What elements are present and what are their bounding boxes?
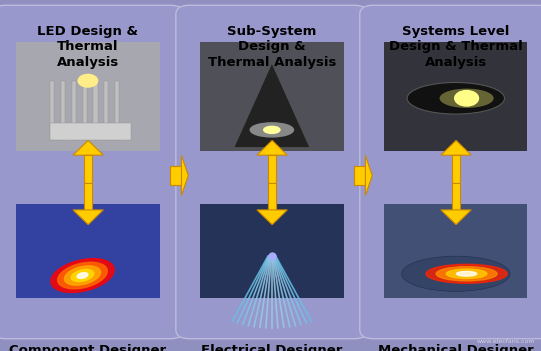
- Text: Electrical Designer: Electrical Designer: [201, 344, 342, 351]
- FancyBboxPatch shape: [200, 204, 344, 298]
- Polygon shape: [365, 155, 372, 196]
- Polygon shape: [441, 210, 471, 225]
- Bar: [104, 81, 108, 140]
- Text: Sub-System
Design &
Thermal Analysis: Sub-System Design & Thermal Analysis: [208, 25, 336, 68]
- FancyBboxPatch shape: [384, 204, 527, 298]
- FancyBboxPatch shape: [384, 42, 527, 151]
- Ellipse shape: [457, 271, 477, 276]
- Ellipse shape: [77, 273, 88, 278]
- Ellipse shape: [58, 262, 107, 289]
- Text: Component Designer: Component Designer: [9, 344, 167, 351]
- Ellipse shape: [71, 270, 94, 282]
- Bar: [84, 155, 92, 183]
- Bar: [84, 183, 92, 210]
- Circle shape: [78, 74, 98, 87]
- Ellipse shape: [407, 82, 504, 114]
- Ellipse shape: [250, 123, 293, 137]
- Polygon shape: [257, 140, 287, 155]
- Polygon shape: [73, 210, 103, 225]
- Bar: [268, 155, 276, 183]
- Polygon shape: [181, 155, 188, 196]
- Bar: [71, 81, 76, 140]
- Ellipse shape: [401, 256, 510, 291]
- Bar: [268, 183, 276, 210]
- Bar: [170, 166, 181, 185]
- Ellipse shape: [64, 266, 101, 285]
- FancyBboxPatch shape: [200, 42, 344, 151]
- Bar: [50, 81, 54, 140]
- Ellipse shape: [426, 264, 507, 283]
- Circle shape: [454, 91, 478, 106]
- Polygon shape: [441, 140, 471, 155]
- FancyBboxPatch shape: [176, 5, 368, 339]
- Text: www.elecfans.com: www.elecfans.com: [477, 339, 536, 344]
- Text: Systems Level
Design & Thermal
Analysis: Systems Level Design & Thermal Analysis: [389, 25, 523, 68]
- Ellipse shape: [436, 267, 497, 281]
- Ellipse shape: [446, 269, 487, 279]
- FancyBboxPatch shape: [360, 5, 541, 339]
- Text: Mechanical Designer: Mechanical Designer: [378, 344, 533, 351]
- Ellipse shape: [51, 259, 114, 292]
- Bar: [82, 81, 87, 140]
- Ellipse shape: [439, 88, 493, 108]
- Bar: [115, 81, 119, 140]
- Bar: [452, 155, 460, 183]
- Bar: [61, 81, 65, 140]
- Text: LED Design &
Thermal
Analysis: LED Design & Thermal Analysis: [37, 25, 138, 68]
- Bar: [452, 183, 460, 210]
- Polygon shape: [234, 63, 309, 147]
- Polygon shape: [73, 140, 103, 155]
- FancyBboxPatch shape: [16, 42, 160, 151]
- Bar: [93, 81, 97, 140]
- Polygon shape: [257, 210, 287, 225]
- Bar: [50, 123, 131, 140]
- FancyBboxPatch shape: [16, 204, 160, 298]
- FancyBboxPatch shape: [0, 5, 184, 339]
- Bar: [354, 166, 365, 185]
- Ellipse shape: [263, 126, 280, 133]
